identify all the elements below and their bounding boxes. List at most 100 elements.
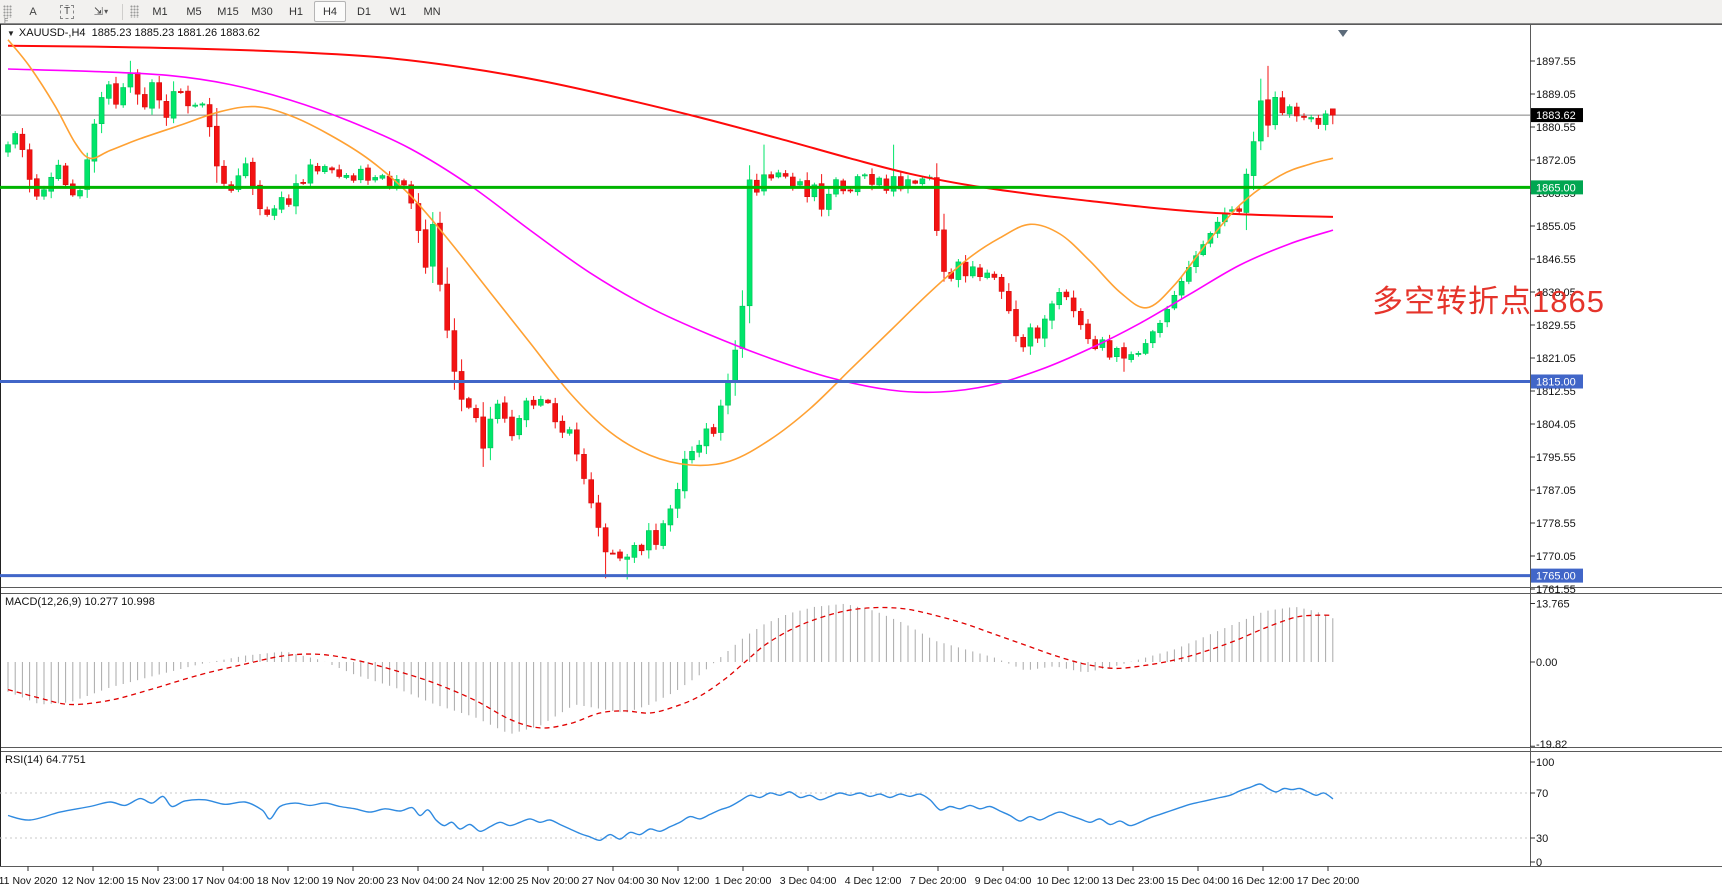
time-axis-label: 1 Dec 20:00 [715,875,772,887]
symbol-dropdown-icon[interactable]: ▼ [7,29,15,38]
candle-bull [199,103,206,106]
timeframe-button-mn[interactable]: MN [423,5,441,18]
candle-bull [703,428,710,447]
candle-bear [912,180,919,184]
timeframe-button-m5[interactable]: M5 [186,5,202,18]
rsi-axis-label: 70 [1536,788,1548,800]
time-axis-label: 17 Dec 20:00 [1297,875,1360,887]
candle-bull [674,489,681,509]
candle-bear [350,175,357,181]
price-axis-label: 1795.55 [1536,452,1576,464]
candle-bull [1128,354,1134,360]
candle-bear [638,544,645,552]
candle-bear [365,167,371,181]
candle-bear [264,209,271,215]
candle-bear [458,371,465,400]
text-tool-icon: A [29,5,37,18]
candle-bull [1286,106,1293,115]
candle-bear [437,222,443,285]
candle-bull [523,400,530,421]
time-axis-label: 11 Nov 2020 [0,875,58,887]
candle-bear [1121,347,1127,359]
candle-bear [70,183,76,196]
text-tool-button[interactable]: A [17,1,49,22]
candle-bear [163,101,170,118]
chevron-down-icon[interactable]: ▾ [104,7,109,16]
candle-bear [653,530,659,545]
timeframe-button-h1[interactable]: H1 [288,5,304,18]
candle-bull [861,174,868,177]
candle-bear [1106,340,1113,358]
candle-bear [609,552,616,555]
candle-bull [1308,117,1314,120]
candle-bear [710,427,717,434]
candle-bear [473,408,479,419]
candle-bull [969,266,976,277]
timeframe-button-d1[interactable]: D1 [356,5,372,18]
candle-bear [1330,108,1336,116]
candle-bear [897,176,904,190]
chart-annotation-text[interactable]: 多空转折点1865 [1372,284,1605,319]
candle-bull [876,177,883,186]
candle-bull [667,508,674,526]
chart-ohlc-values: 1885.23 1885.23 1881.26 1883.62 [91,27,260,39]
candle-bull [739,305,746,349]
candle-bear [401,180,407,186]
toolbar-drag-handle-icon[interactable]: F [3,5,12,25]
price-badge [1531,180,1583,195]
candle-bear [285,198,292,205]
price-badge-value: 1765.00 [1536,571,1576,583]
candle-bull [566,429,573,434]
candle-bear [1315,117,1322,125]
candle-bear [509,416,515,437]
candle-bear [941,229,947,272]
candle-bull [12,133,18,145]
candle-bull [1272,97,1278,126]
macd-axis-label: 0.00 [1536,657,1557,669]
candle-bull [357,168,364,181]
candle-bear [818,183,825,210]
candle-bear [221,165,227,184]
time-axis-label: 9 Dec 04:00 [975,875,1032,887]
timeframe-button-m1[interactable]: M1 [152,5,168,18]
toolbar-separator [122,3,123,20]
candle-bull [149,82,155,109]
time-axis-label: 13 Dec 23:00 [1102,875,1165,887]
candle-bear [545,399,551,404]
candle-bear [62,165,69,186]
label-tool-button[interactable]: T [51,1,83,22]
candle-bear [134,72,141,95]
cursor-tool-button[interactable]: ⇲ ▾ [85,1,117,22]
price-axis-label: 1838.05 [1536,287,1576,299]
chart-title: ▼ XAUUSD-,H4 1885.23 1885.23 1881.26 1883… [7,27,260,39]
candle-bull [48,176,55,192]
candle-bear [314,165,321,172]
candle-bull [696,444,703,453]
candle-bull [127,73,134,88]
time-axis-label: 15 Dec 04:00 [1167,875,1230,887]
candle-bear [214,125,220,167]
candle-bear [847,189,854,192]
candle-bull [660,523,667,546]
candle-bull [271,208,278,216]
price-axis-label: 1787.05 [1536,485,1576,497]
macd-axis-label: -19.82 [1536,739,1567,751]
candle-bull [955,261,962,280]
ma-slow-red-line [7,44,1334,218]
price-badge [1531,568,1583,583]
candle-bull [1114,347,1120,358]
timeframe-button-h4[interactable]: H4 [314,1,346,22]
timeframe-button-w1[interactable]: W1 [389,5,407,18]
candle-bull [775,172,782,178]
price-axis-label: 1880.55 [1536,122,1576,134]
candle-bear [789,176,796,187]
toolbar-drag-handle-icon[interactable] [130,5,139,18]
candle-bear [1013,309,1019,337]
candle-bear [602,527,609,553]
candle-bull [681,458,688,492]
timeframe-button-m15[interactable]: M15 [217,5,239,18]
candle-bull [725,381,731,406]
timeframe-button-m30[interactable]: M30 [251,5,273,18]
candle-bull [307,164,314,184]
